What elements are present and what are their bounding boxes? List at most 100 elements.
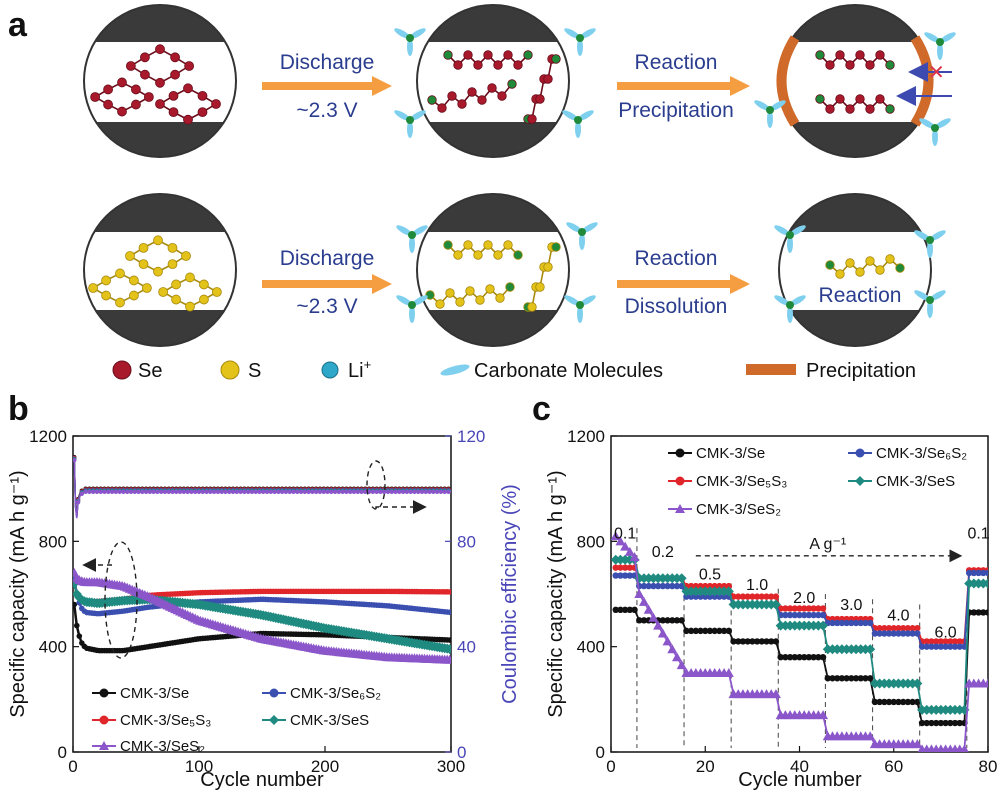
carbonate-molecule xyxy=(939,32,956,43)
particle-circle-s-1 xyxy=(83,193,237,347)
rate-point xyxy=(739,638,747,645)
legend-marker xyxy=(855,476,865,486)
s-chain-atom xyxy=(443,240,453,250)
ce-point xyxy=(166,489,171,495)
carbonate-molecule xyxy=(769,100,786,111)
ce-point xyxy=(211,489,217,495)
li-solvated-cluster xyxy=(914,290,946,318)
li-solvated-cluster xyxy=(754,100,786,128)
rate-point xyxy=(711,582,718,590)
se-chain-atom xyxy=(855,50,865,60)
legend-marker xyxy=(269,688,279,698)
li-solvated-cluster xyxy=(774,295,806,323)
rate-point xyxy=(687,627,695,635)
annotation-ellipse-capacity xyxy=(104,541,138,659)
rate-point xyxy=(801,611,808,619)
rate-point xyxy=(843,675,850,682)
ce-point xyxy=(427,489,432,495)
rate-point xyxy=(706,627,714,635)
se-ring-atom xyxy=(183,83,193,94)
s-ring-atom xyxy=(88,283,99,293)
s-ring-atom xyxy=(141,283,152,293)
rate-point xyxy=(615,536,626,546)
li-ion xyxy=(576,34,584,42)
legend-item-c: CMK-3/Se xyxy=(668,445,765,462)
rate-point xyxy=(865,644,876,655)
ce-point xyxy=(155,489,160,495)
y-tick-label-b: 800 xyxy=(39,532,67,551)
se-ring-atom xyxy=(170,52,180,63)
se-ring-atom xyxy=(155,77,165,88)
ce-point xyxy=(253,489,258,495)
ce-point xyxy=(325,489,330,495)
li-ion xyxy=(786,301,794,309)
rate-point xyxy=(885,698,893,706)
ce-point xyxy=(276,489,281,495)
rate-point xyxy=(947,643,954,650)
carbonate-molecule xyxy=(934,118,951,129)
reaction-label-final: Reaction xyxy=(819,284,902,307)
rate-point xyxy=(928,643,935,650)
rate-point xyxy=(650,582,657,590)
rate-point xyxy=(676,573,687,584)
rate-point xyxy=(768,638,775,645)
rate-point xyxy=(984,609,988,616)
carbonate-molecule xyxy=(407,120,413,138)
ce-point xyxy=(359,489,364,495)
rate-point xyxy=(862,675,869,682)
capacity-point xyxy=(73,589,82,599)
rate-point xyxy=(852,675,860,682)
li-solvated-cluster xyxy=(566,222,598,250)
li-ion xyxy=(408,231,416,239)
s-ring-atom xyxy=(138,242,149,253)
rate-point xyxy=(687,582,695,590)
legend-item-c: CMK-3/SeS₂ xyxy=(668,501,781,518)
se-chain-atom xyxy=(543,74,553,84)
rate-point xyxy=(782,605,789,612)
rate-unit-label: A g⁻¹ xyxy=(809,536,846,553)
rate-point xyxy=(810,654,817,661)
rate-point xyxy=(899,698,907,706)
ce-point xyxy=(117,489,122,495)
ce-point xyxy=(306,489,311,495)
s-ring-atom xyxy=(101,275,111,286)
carbonate-molecule xyxy=(394,28,411,39)
se-chain-atom xyxy=(885,104,895,114)
x-tick-label-b: 0 xyxy=(68,757,77,776)
li-solvated-cluster xyxy=(394,28,426,56)
rate-point xyxy=(928,719,935,727)
panel-a: a xyxy=(8,4,956,382)
ce-point xyxy=(313,489,319,495)
s-ring-atom xyxy=(211,287,222,297)
rate-point xyxy=(848,619,855,627)
rate-point xyxy=(702,582,709,590)
rate-point xyxy=(638,596,649,606)
rate-point xyxy=(796,611,803,619)
ce-point xyxy=(200,489,205,495)
rate-point xyxy=(899,625,907,632)
rate-point xyxy=(980,609,987,616)
li-solvated-cluster xyxy=(394,110,426,138)
rate-point xyxy=(692,582,700,590)
li-ion xyxy=(408,301,416,309)
rate-point xyxy=(643,604,654,614)
s-chain-atom xyxy=(455,297,465,307)
ce-point xyxy=(438,489,444,495)
arrow-label-discharge-s: Discharge xyxy=(280,247,375,270)
rate-point xyxy=(612,572,619,579)
se-ring-atom xyxy=(170,69,180,80)
ce-point xyxy=(332,489,338,495)
s-chain-atom xyxy=(463,240,473,250)
se-chain-atom xyxy=(845,60,855,70)
s-atom-icon xyxy=(220,360,240,380)
rate-point xyxy=(735,593,742,600)
rate-point xyxy=(612,564,619,571)
capacity-point xyxy=(444,654,451,664)
rate-point xyxy=(725,582,733,590)
s-chain-atom xyxy=(835,269,845,279)
legend-label-b: CMK-3/SeS xyxy=(290,712,369,729)
rate-point xyxy=(697,627,704,635)
rate-point xyxy=(753,593,761,600)
rate-point xyxy=(932,643,940,650)
